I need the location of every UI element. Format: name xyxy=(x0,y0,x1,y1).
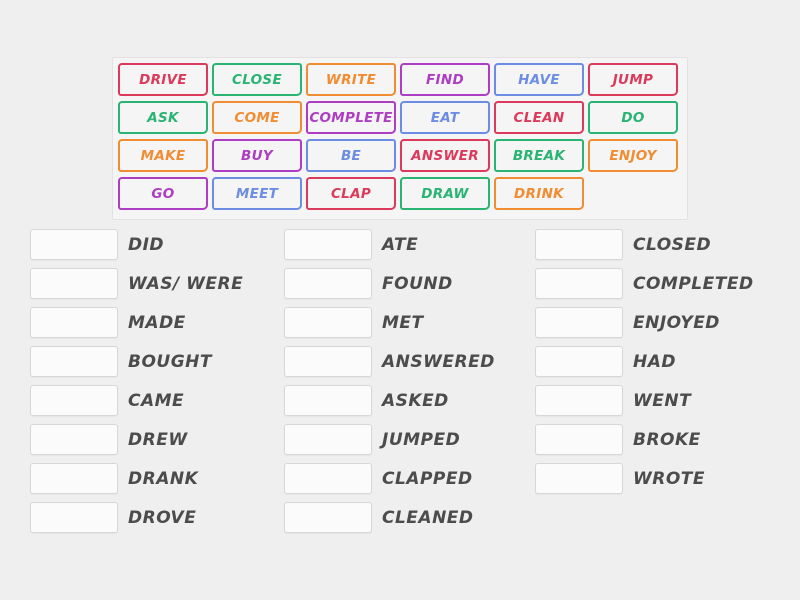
match-label: FOUND xyxy=(382,273,453,294)
match-label: WENT xyxy=(633,390,692,411)
answer-slot-answered[interactable] xyxy=(284,346,372,377)
match-row: COMPLETED xyxy=(535,268,754,299)
answer-slot-found[interactable] xyxy=(284,268,372,299)
match-column-1: DID WAS/ WERE MADE BOUGHT CAME DREW DRANK DROVE xyxy=(30,229,243,533)
answer-slot-closed[interactable] xyxy=(535,229,623,260)
answer-slot-enjoyed[interactable] xyxy=(535,307,623,338)
match-row: FOUND xyxy=(284,268,495,299)
answer-slot-met[interactable] xyxy=(284,307,372,338)
word-bank: DRIVE CLOSE WRITE FIND HAVE JUMP ASK COME COMPLE… xyxy=(112,57,688,220)
match-label: ENJOYED xyxy=(633,312,720,333)
match-row: BROKE xyxy=(535,424,754,455)
word-tile-buy[interactable]: BUY xyxy=(212,139,302,172)
match-row: DID xyxy=(30,229,243,260)
word-tile-jump[interactable]: JUMP xyxy=(588,63,678,96)
match-row: DRANK xyxy=(30,463,243,494)
match-row: ASKED xyxy=(284,385,495,416)
word-tile-answer[interactable]: ANSWER xyxy=(400,139,490,172)
match-row: HAD xyxy=(535,346,754,377)
word-tile-drink[interactable]: DRINK xyxy=(494,177,584,210)
word-tile-do[interactable]: DO xyxy=(588,101,678,134)
answer-slot-made[interactable] xyxy=(30,307,118,338)
answer-slot-completed[interactable] xyxy=(535,268,623,299)
match-label: JUMPED xyxy=(382,429,461,450)
match-label: CLOSED xyxy=(633,234,712,255)
match-row: CAME xyxy=(30,385,243,416)
answer-slot-drew[interactable] xyxy=(30,424,118,455)
match-row: BOUGHT xyxy=(30,346,243,377)
match-row: ENJOYED xyxy=(535,307,754,338)
match-row: CLEANED xyxy=(284,502,495,533)
match-label: COMPLETED xyxy=(633,273,754,294)
word-tile-break[interactable]: BREAK xyxy=(494,139,584,172)
match-label: DID xyxy=(128,234,165,255)
word-tile-clap[interactable]: CLAP xyxy=(306,177,396,210)
match-label: WAS/ WERE xyxy=(128,273,244,294)
match-label: BOUGHT xyxy=(128,351,212,372)
match-row: MADE xyxy=(30,307,243,338)
match-row: JUMPED xyxy=(284,424,495,455)
answer-slot-broke[interactable] xyxy=(535,424,623,455)
match-label: WROTE xyxy=(633,468,706,489)
answer-slot-asked[interactable] xyxy=(284,385,372,416)
answer-slot-jumped[interactable] xyxy=(284,424,372,455)
word-tile-make[interactable]: MAKE xyxy=(118,139,208,172)
match-label: ANSWERED xyxy=(382,351,495,372)
word-tile-meet[interactable]: MEET xyxy=(212,177,302,210)
answer-slot-wrote[interactable] xyxy=(535,463,623,494)
match-label: CLAPPED xyxy=(382,468,473,489)
match-label: DREW xyxy=(128,429,188,450)
match-label: CLEANED xyxy=(382,507,474,528)
match-row: CLAPPED xyxy=(284,463,495,494)
match-row: WROTE xyxy=(535,463,754,494)
match-row: ATE xyxy=(284,229,495,260)
word-tile-have[interactable]: HAVE xyxy=(494,63,584,96)
word-tile-eat[interactable]: EAT xyxy=(400,101,490,134)
answer-slot-drank[interactable] xyxy=(30,463,118,494)
word-tile-enjoy[interactable]: ENJOY xyxy=(588,139,678,172)
match-label: BROKE xyxy=(633,429,701,450)
word-tile-go[interactable]: GO xyxy=(118,177,208,210)
word-tile-write[interactable]: WRITE xyxy=(306,63,396,96)
answer-slot-did[interactable] xyxy=(30,229,118,260)
answer-slot-cleaned[interactable] xyxy=(284,502,372,533)
word-tile-close[interactable]: CLOSE xyxy=(212,63,302,96)
match-row: DREW xyxy=(30,424,243,455)
match-row: DROVE xyxy=(30,502,243,533)
answer-slot-came[interactable] xyxy=(30,385,118,416)
match-row: WENT xyxy=(535,385,754,416)
match-row: MET xyxy=(284,307,495,338)
word-tile-find[interactable]: FIND xyxy=(400,63,490,96)
word-tile-drive[interactable]: DRIVE xyxy=(118,63,208,96)
match-label: ASKED xyxy=(382,390,449,411)
match-label: HAD xyxy=(633,351,676,372)
match-label: MADE xyxy=(128,312,186,333)
word-tile-draw[interactable]: DRAW xyxy=(400,177,490,210)
match-label: ATE xyxy=(382,234,419,255)
match-row: WAS/ WERE xyxy=(30,268,243,299)
word-tile-ask[interactable]: ASK xyxy=(118,101,208,134)
answer-slot-had[interactable] xyxy=(535,346,623,377)
answer-slot-drove[interactable] xyxy=(30,502,118,533)
answer-slot-clapped[interactable] xyxy=(284,463,372,494)
word-tile-clean[interactable]: CLEAN xyxy=(494,101,584,134)
answer-slot-was-were[interactable] xyxy=(30,268,118,299)
answer-slot-went[interactable] xyxy=(535,385,623,416)
match-row: CLOSED xyxy=(535,229,754,260)
word-tile-come[interactable]: COME xyxy=(212,101,302,134)
match-label: DROVE xyxy=(128,507,197,528)
match-row: ANSWERED xyxy=(284,346,495,377)
word-tile-be[interactable]: BE xyxy=(306,139,396,172)
match-label: MET xyxy=(382,312,424,333)
match-label: CAME xyxy=(128,390,185,411)
answer-slot-ate[interactable] xyxy=(284,229,372,260)
match-column-2: ATE FOUND MET ANSWERED ASKED JUMPED CLAPPED CLE… xyxy=(284,229,495,533)
word-tile-complete[interactable]: COMPLETE xyxy=(306,101,396,134)
answer-slot-bought[interactable] xyxy=(30,346,118,377)
match-label: DRANK xyxy=(128,468,199,489)
match-column-3: CLOSED COMPLETED ENJOYED HAD WENT BROKE WROTE xyxy=(535,229,754,494)
